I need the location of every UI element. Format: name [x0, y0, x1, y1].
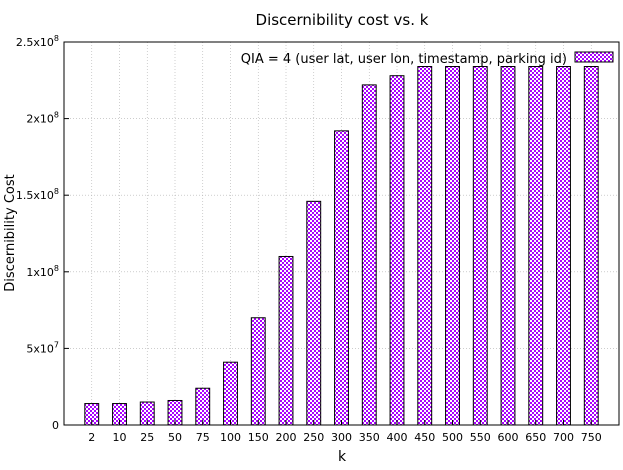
- bar-k-700: [556, 66, 571, 426]
- y-tick-label: 5x107: [26, 340, 59, 355]
- bar-k-600: [500, 66, 516, 426]
- x-tick-label: 700: [553, 431, 574, 444]
- x-tick-label: 250: [303, 431, 324, 444]
- y-axis-ticks: 0 5x107 1x108 1.5x108 2x108 2.5x108: [16, 34, 69, 432]
- x-tick-label: 200: [276, 431, 297, 444]
- x-tick-label: 75: [196, 431, 210, 444]
- x-tick-label: 750: [581, 431, 602, 444]
- bar-k-500: [445, 66, 460, 426]
- x-tick-label: 500: [442, 431, 463, 444]
- y-tick-label: 1.5x108: [16, 187, 59, 202]
- y-tick-label: 2.5x108: [16, 34, 59, 49]
- x-tick-label: 150: [248, 431, 269, 444]
- legend: QIA = 4 (user lat, user lon, timestamp, …: [241, 51, 614, 67]
- x-axis-label: k: [338, 449, 347, 465]
- x-axis-ticks: 2 10 25 50 75 100 150 200 250 300 350 400 450 500 550 6…: [88, 420, 602, 444]
- bar-k-75: [195, 387, 211, 426]
- x-tick-label: 650: [525, 431, 546, 444]
- bars-layer: [84, 66, 599, 426]
- bar-k-750: [583, 66, 599, 426]
- legend-label: QIA = 4 (user lat, user lon, timestamp, …: [241, 52, 567, 67]
- x-tick-label: 2: [88, 431, 95, 444]
- x-tick-label: 400: [387, 431, 408, 444]
- bar-k-150: [250, 317, 266, 426]
- bar-k-250: [306, 200, 322, 426]
- bar-k-300: [334, 130, 349, 426]
- x-tick-label: 600: [498, 431, 519, 444]
- bar-k-350: [361, 84, 377, 426]
- x-tick-label: 25: [140, 431, 154, 444]
- y-tick-label: 2x108: [26, 111, 59, 126]
- x-tick-label: 550: [470, 431, 491, 444]
- bar-k-450: [417, 66, 433, 426]
- x-tick-label: 300: [331, 431, 352, 444]
- bar-k-400: [389, 75, 405, 426]
- bar-k-100: [223, 361, 238, 426]
- y-axis-label: Discernibility Cost: [3, 174, 18, 291]
- y-tick-label: 0: [52, 419, 59, 432]
- x-tick-label: 10: [113, 431, 127, 444]
- x-tick-label: 450: [414, 431, 435, 444]
- bar-k-650: [528, 66, 544, 426]
- bar-k-200: [278, 255, 294, 426]
- x-tick-label: 100: [220, 431, 241, 444]
- y-tick-label: 1x108: [26, 264, 59, 279]
- chart-title: Discernibility cost vs. k: [256, 11, 429, 29]
- legend-swatch: [574, 51, 614, 63]
- x-tick-label: 50: [168, 431, 182, 444]
- x-tick-label: 350: [359, 431, 380, 444]
- bar-k-550: [472, 66, 488, 426]
